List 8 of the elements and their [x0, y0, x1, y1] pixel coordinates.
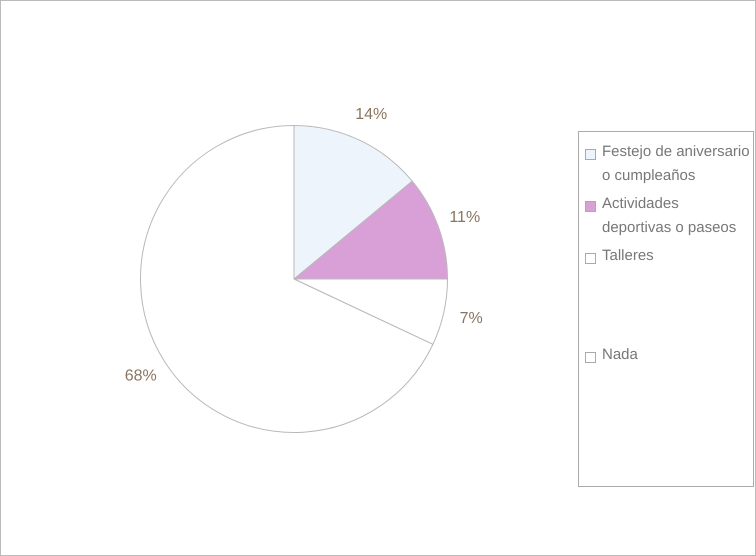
data-label: 11% — [449, 208, 480, 226]
data-label: 14% — [355, 106, 388, 124]
legend-label: Talleres — [602, 246, 654, 266]
data-label: 7% — [460, 310, 483, 327]
data-label: 68% — [124, 368, 157, 385]
legend-label: Actividades deportivas o paseos — [602, 194, 738, 238]
legend-label: Nada — [602, 345, 638, 365]
legend-label: Festejo de aniversario o cumpleaños — [602, 142, 751, 186]
